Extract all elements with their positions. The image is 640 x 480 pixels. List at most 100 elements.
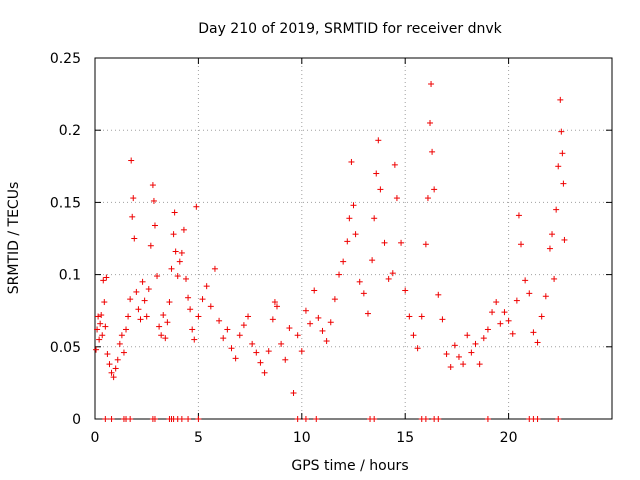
data-point <box>128 157 135 164</box>
data-point <box>560 180 567 187</box>
data-point <box>315 314 322 321</box>
data-point <box>102 323 109 330</box>
data-point <box>98 312 105 319</box>
data-point <box>352 231 359 238</box>
data-point <box>344 238 351 245</box>
y-tick-label: 0.2 <box>59 123 81 139</box>
data-point <box>505 317 512 324</box>
data-point <box>346 215 353 222</box>
data-point <box>151 416 158 422</box>
data-point <box>203 283 210 290</box>
data-point <box>551 275 558 282</box>
data-point <box>518 241 525 248</box>
data-point <box>364 310 371 317</box>
data-point <box>143 313 150 320</box>
y-tick-label: 0.25 <box>50 51 81 67</box>
data-point <box>389 270 396 277</box>
y-tick-label: 0 <box>72 412 81 428</box>
data-point <box>166 299 173 306</box>
data-point <box>319 327 326 334</box>
data-point <box>526 290 533 297</box>
data-point <box>350 202 357 209</box>
data-point <box>290 390 297 397</box>
data-point <box>96 336 103 343</box>
data-point <box>375 137 382 144</box>
data-point <box>371 416 378 422</box>
x-tick-label: 5 <box>194 430 203 446</box>
data-point <box>369 257 376 264</box>
data-point <box>189 326 196 333</box>
data-point <box>151 222 158 229</box>
data-point <box>127 416 134 422</box>
data-point <box>398 239 405 246</box>
data-point <box>162 335 169 342</box>
data-point <box>187 306 194 313</box>
data-point <box>555 163 562 170</box>
data-point <box>522 277 529 284</box>
data-point <box>261 369 268 376</box>
data-point <box>298 348 305 355</box>
data-point <box>106 361 113 368</box>
data-point <box>435 291 442 298</box>
data-point <box>131 235 138 242</box>
data-point <box>207 303 214 310</box>
data-point <box>509 330 516 337</box>
y-tick-label: 0.1 <box>59 268 81 284</box>
data-point <box>530 329 537 336</box>
data-point <box>150 197 157 204</box>
data-point <box>381 239 388 246</box>
data-point <box>145 286 152 293</box>
data-point <box>133 288 140 295</box>
data-point <box>130 195 137 202</box>
data-point <box>178 249 185 256</box>
data-point <box>501 309 508 316</box>
data-point <box>137 316 144 323</box>
data-point <box>323 338 330 345</box>
data-point <box>302 307 309 314</box>
data-point <box>116 340 123 347</box>
data-point <box>171 209 178 216</box>
data-point <box>534 339 541 346</box>
data-point <box>451 342 458 349</box>
data-point <box>220 335 227 342</box>
x-tick-label: 20 <box>500 430 518 446</box>
data-point <box>269 316 276 323</box>
data-point <box>348 158 355 165</box>
data-point <box>158 332 165 339</box>
data-point <box>360 290 367 297</box>
data-point <box>176 258 183 265</box>
data-point <box>97 320 104 327</box>
data-point <box>211 265 218 272</box>
data-point <box>555 416 562 422</box>
data-point <box>127 296 134 303</box>
data-point <box>123 326 130 333</box>
data-point <box>135 306 142 313</box>
data-point <box>455 353 462 360</box>
data-point <box>294 416 301 422</box>
data-point <box>112 365 119 372</box>
data-point <box>273 303 280 310</box>
data-point <box>245 313 252 320</box>
data-point <box>156 323 163 330</box>
data-point <box>141 297 148 304</box>
data-point <box>278 340 285 347</box>
data-point <box>249 340 256 347</box>
data-point <box>484 326 491 333</box>
data-point <box>549 231 556 238</box>
data-point <box>542 293 549 300</box>
data-point <box>373 170 380 177</box>
data-point <box>271 299 278 306</box>
data-point <box>515 212 522 219</box>
data-point <box>154 273 161 280</box>
data-point <box>553 206 560 213</box>
data-point <box>232 355 239 362</box>
data-point <box>561 236 568 243</box>
data-point <box>302 416 309 422</box>
data-point <box>129 213 136 220</box>
data-point <box>410 332 417 339</box>
data-point <box>464 332 471 339</box>
data-point <box>100 277 107 284</box>
data-point <box>228 345 235 352</box>
data-point <box>429 148 436 155</box>
